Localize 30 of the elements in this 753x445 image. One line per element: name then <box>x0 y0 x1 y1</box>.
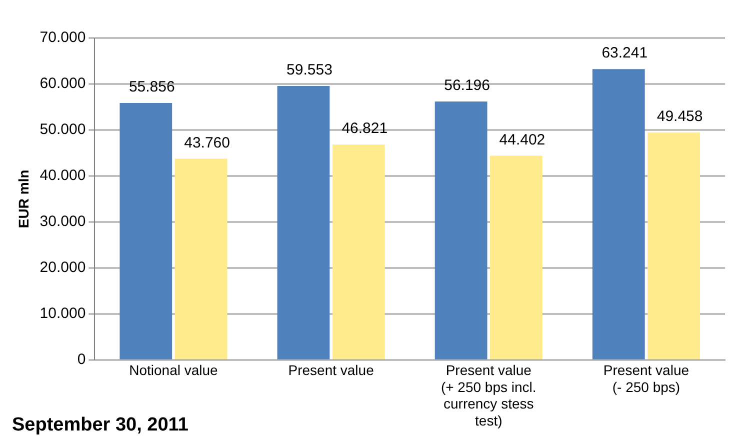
data-label: 43.760 <box>184 134 230 152</box>
y-tick-label: 50.000 <box>40 121 86 138</box>
data-label: 56.196 <box>444 77 490 94</box>
y-axis-title: EUR mln <box>15 170 32 228</box>
x-tick-label: Notional value <box>129 362 218 378</box>
x-tick-label: Present value <box>288 362 374 378</box>
y-tick-label: 0 <box>77 350 86 368</box>
x-tick-label: Present value (+ 250 bps incl. currency stess test) <box>440 362 536 428</box>
data-label: 59.553 <box>286 62 332 79</box>
data-label: 63.241 <box>602 44 648 62</box>
bar <box>434 101 488 360</box>
y-tick-label: 10.000 <box>40 304 86 322</box>
y-tick-label: 60.000 <box>40 75 86 92</box>
bar <box>277 86 330 360</box>
y-tick-label: 30.000 <box>40 213 86 230</box>
bar <box>120 103 172 360</box>
bar <box>490 156 542 360</box>
x-tick-label: Present value (- 250 bps) <box>603 362 690 395</box>
data-label: 44.402 <box>499 131 546 148</box>
y-tick-label: 70.000 <box>40 29 86 46</box>
bar <box>592 69 645 360</box>
data-label: 46.821 <box>342 120 388 138</box>
bar <box>332 144 385 360</box>
y-tick-label: 20.000 <box>40 259 86 276</box>
data-label: 49.458 <box>656 108 703 126</box>
bar <box>174 158 228 360</box>
bar <box>648 132 700 360</box>
data-label: 55.856 <box>128 78 175 96</box>
y-tick-label: 40.000 <box>40 167 86 184</box>
text: September 30, 2011 <box>12 414 189 436</box>
